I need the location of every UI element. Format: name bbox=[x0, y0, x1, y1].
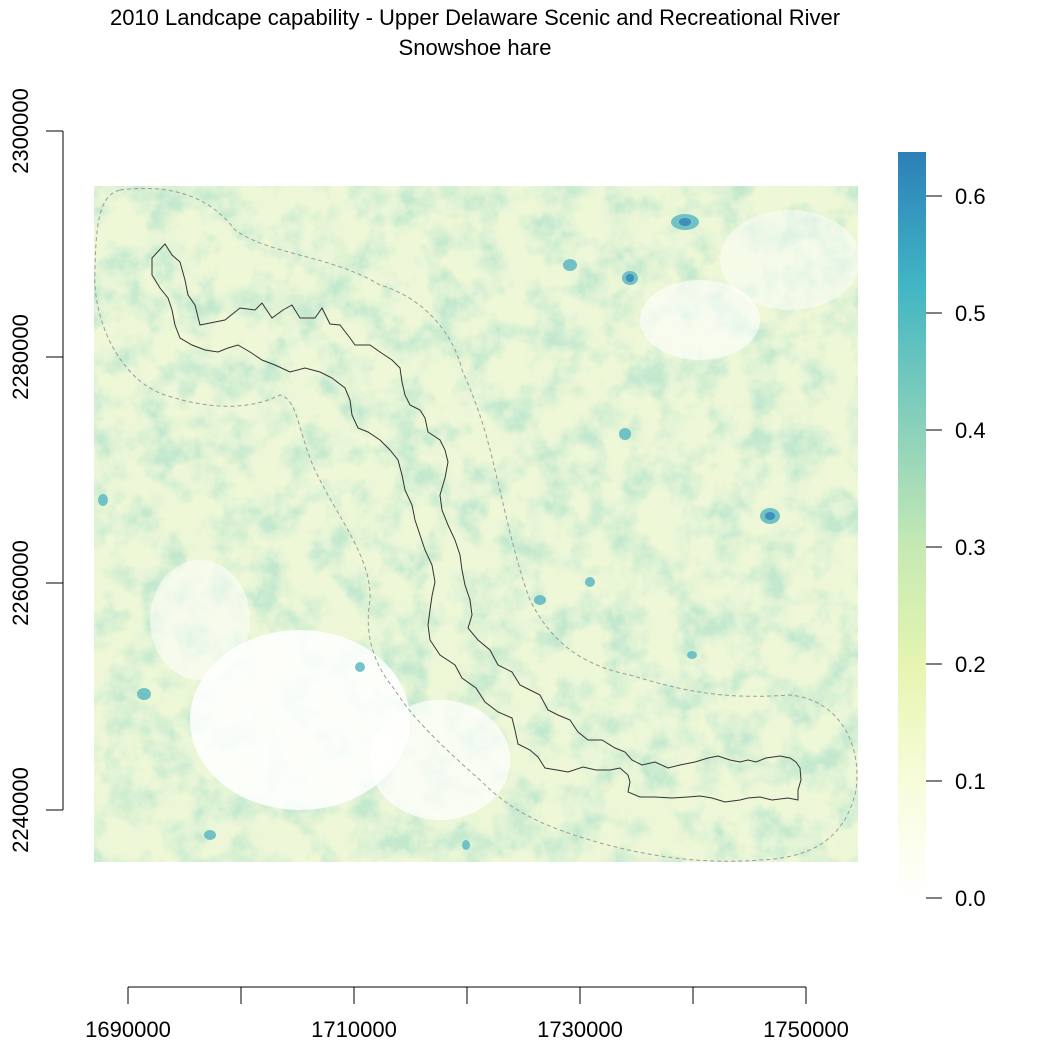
legend-label: 0.5 bbox=[955, 301, 986, 326]
buffer-boundary bbox=[94, 187, 858, 862]
legend-label: 0.3 bbox=[955, 535, 986, 560]
color-legend bbox=[898, 152, 942, 899]
y-tick-label: 2240000 bbox=[7, 767, 33, 853]
x-tick-label: 1730000 bbox=[537, 1017, 623, 1042]
x-axis bbox=[127, 986, 807, 1004]
legend-label: 0.0 bbox=[955, 886, 986, 911]
map-subtitle: Snowshoe hare bbox=[398, 35, 552, 60]
y-axis bbox=[46, 130, 64, 811]
legend-label: 0.6 bbox=[955, 184, 986, 209]
y-tick-label: 2260000 bbox=[7, 540, 33, 626]
x-tick-label: 1750000 bbox=[763, 1017, 849, 1042]
legend-label: 0.1 bbox=[955, 769, 986, 794]
river-corridor-boundary bbox=[151, 243, 802, 803]
legend-label: 0.2 bbox=[955, 652, 986, 677]
legend-label: 0.4 bbox=[955, 418, 986, 443]
y-tick-label: 2280000 bbox=[7, 314, 33, 400]
y-tick-label: 2300000 bbox=[7, 88, 33, 174]
capability-raster bbox=[94, 186, 858, 862]
x-tick-label: 1710000 bbox=[311, 1017, 397, 1042]
x-tick-label: 1690000 bbox=[85, 1017, 171, 1042]
map-title: 2010 Landcape capability - Upper Delawar… bbox=[109, 5, 841, 30]
